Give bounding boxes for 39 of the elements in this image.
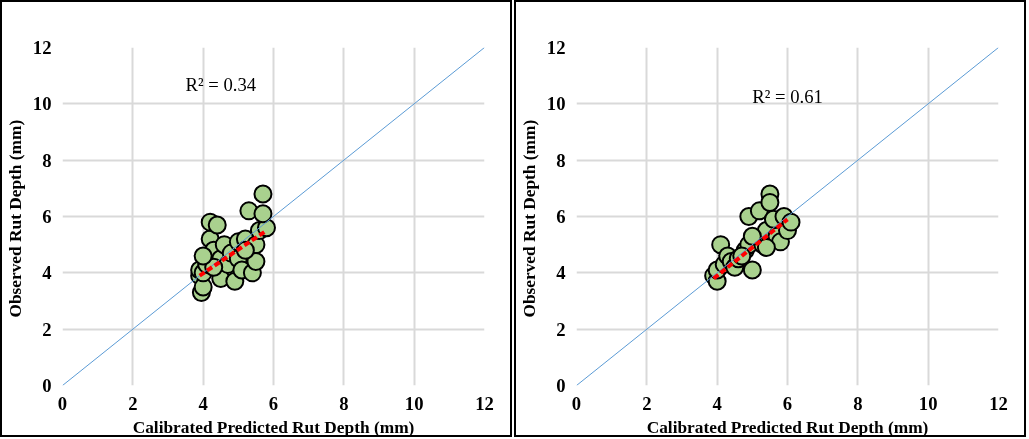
y-tick-label: 4 (556, 262, 566, 284)
x-tick-label: 12 (475, 392, 494, 414)
point (207, 215, 227, 235)
x-tick-label: 6 (268, 392, 279, 414)
x-tick-label: 6 (782, 392, 793, 414)
y-axis-title: Observed Rut Depth (mm) (519, 119, 539, 318)
point (742, 260, 762, 280)
x-tick-label: 2 (642, 392, 652, 414)
annotation: R² = 0.61 (752, 85, 823, 107)
x-tick-label: 0 (57, 392, 68, 414)
x-tick-label: 12 (989, 392, 1008, 414)
point (193, 246, 213, 266)
y-tick-label: 6 (42, 206, 52, 227)
y-tick-label: 4 (42, 262, 52, 284)
x-tick-label: 10 (404, 392, 424, 414)
y-tick-label: 0 (556, 375, 566, 396)
y-tick-label: 12 (546, 37, 566, 58)
y-tick-label: 0 (42, 375, 52, 396)
x-tick-label: 8 (853, 392, 863, 414)
y-tick-label: 6 (556, 206, 566, 227)
x-tick-label: 4 (712, 392, 722, 414)
y-axis-title: Observed Rut Depth (mm) (5, 119, 25, 318)
point (253, 204, 273, 224)
point (246, 252, 266, 272)
y-tick-label: 10 (546, 93, 566, 115)
y-tick-label: 12 (32, 37, 52, 58)
y-tick-label: 10 (32, 93, 52, 115)
y-tick-label: 2 (556, 318, 566, 340)
point (253, 184, 273, 204)
point (760, 192, 780, 212)
x-tick-label: 2 (128, 392, 138, 414)
x-tick-label: 4 (198, 392, 208, 414)
x-tick-label: 10 (918, 392, 938, 414)
y-tick-label: 8 (42, 149, 52, 171)
y-tick-label: 8 (556, 149, 566, 171)
y-tick-label: 2 (42, 318, 52, 340)
x-tick-label: 0 (571, 392, 582, 414)
annotation: R² = 0.34 (185, 74, 257, 96)
x-tick-label: 8 (339, 392, 349, 414)
